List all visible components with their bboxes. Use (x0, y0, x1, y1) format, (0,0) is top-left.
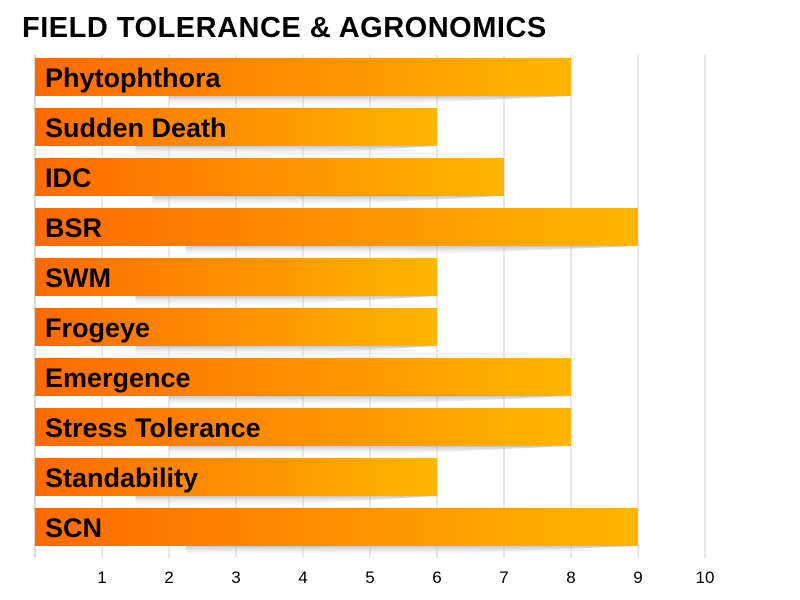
x-tick-label: 7 (499, 568, 508, 587)
x-tick-label: 6 (432, 568, 441, 587)
bar-shadow (135, 146, 437, 157)
x-tick-label: 10 (696, 568, 715, 587)
bar-shadow (135, 296, 437, 307)
bar-label: SCN (45, 513, 102, 543)
bar-standability (35, 458, 437, 496)
bar-label: Stress Tolerance (45, 413, 261, 443)
bar-label: Standability (45, 463, 198, 493)
bar-shadow (169, 446, 571, 457)
bar-swm (35, 258, 437, 296)
bar-stress-tolerance (35, 408, 571, 446)
bar-label: Sudden Death (45, 113, 227, 143)
x-tick-label: 2 (164, 568, 173, 587)
bar-shadow (152, 196, 504, 207)
bar-idc (35, 158, 504, 196)
bar-frogeye (35, 308, 437, 346)
bar-label: Frogeye (45, 313, 150, 343)
bar-label: IDC (45, 163, 92, 193)
x-tick-label: 8 (566, 568, 575, 587)
bar-shadow (185, 546, 638, 557)
x-tick-label: 3 (231, 568, 240, 587)
bar-shadow (135, 496, 437, 507)
bar-shadow (185, 246, 638, 257)
bar-emergence (35, 358, 571, 396)
bar-label: Phytophthora (45, 63, 221, 93)
bar-label: Emergence (45, 363, 191, 393)
x-tick-label: 1 (97, 568, 106, 587)
bar-shadow (169, 96, 571, 107)
bar-bsr (35, 208, 638, 246)
bar-label: BSR (45, 213, 102, 243)
bar-shadow (135, 346, 437, 357)
x-tick-label: 9 (633, 568, 642, 587)
x-tick-label: 4 (298, 568, 307, 587)
bar-label: SWM (45, 263, 111, 293)
bar-shadow (169, 396, 571, 407)
x-tick-label: 5 (365, 568, 374, 587)
bar-scn (35, 508, 638, 546)
bar-sudden-death (35, 108, 437, 146)
bar-phytophthora (35, 58, 571, 96)
chart-title: FIELD TOLERANCE & AGRONOMICS (22, 12, 547, 44)
